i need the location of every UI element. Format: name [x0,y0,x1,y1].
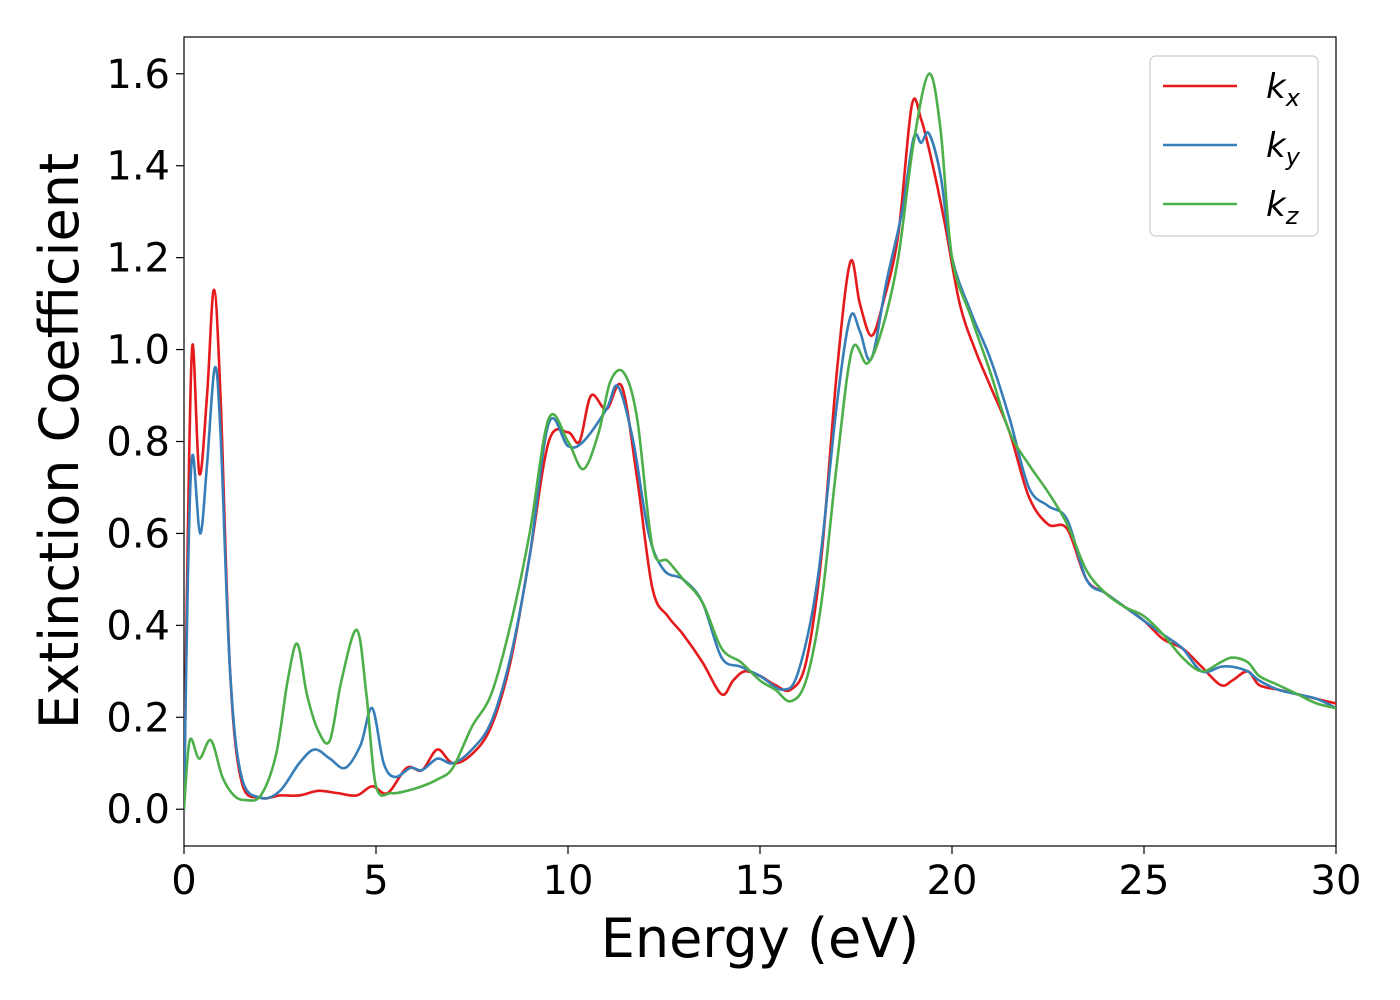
legend-label-ky: ky [1266,126,1301,171]
y-tick-label: 0.2 [106,695,170,741]
x-tick-label: 30 [1311,858,1362,904]
legend-label-kz: kz [1266,185,1300,230]
y-tick-label: 1.0 [106,328,170,374]
x-tick-label: 0 [171,858,196,904]
x-tick-label: 25 [1119,858,1170,904]
y-axis-title: Extinction Coefficient [28,153,91,729]
x-tick-label: 10 [543,858,594,904]
y-tick-label: 1.4 [106,144,170,190]
x-axis-title: Energy (eV) [601,907,920,970]
x-tick-label: 20 [927,858,978,904]
series-lines [184,72,1336,810]
y-tick-label: 0.4 [106,603,170,649]
legend: kx ky kz [1149,55,1319,237]
y-tick-label: 0.8 [106,420,170,466]
x-tick-label: 5 [363,858,388,904]
x-tick-label: 15 [735,858,786,904]
y-tick-label: 1.6 [106,52,170,98]
series-line-kz [184,72,1336,810]
y-tick-label: 0.6 [106,511,170,557]
y-tick-label: 1.2 [106,236,170,282]
y-tick-label: 0.0 [106,787,170,833]
legend-label-kx: kx [1266,67,1301,112]
axis-ticks: 0 5 10 15 20 25 30 0.0 0.2 0.4 0.6 0.8 1.0 1.2 1.4 1.6 [106,52,1361,904]
